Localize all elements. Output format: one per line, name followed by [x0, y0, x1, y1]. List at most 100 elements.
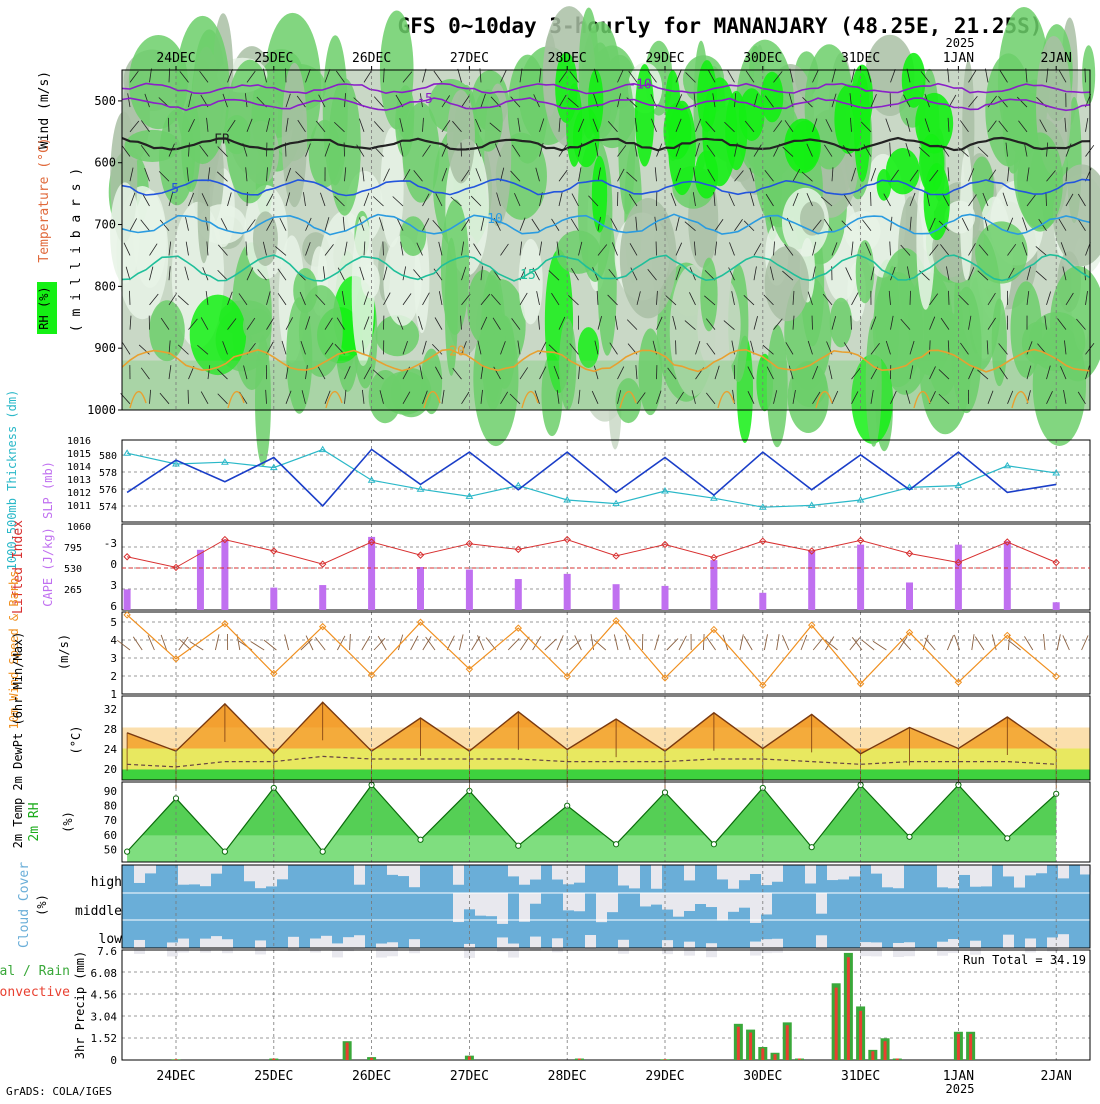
rh-shading-blob: [293, 268, 317, 313]
rh2m-marker: [1005, 836, 1010, 841]
cloud-low-gap: [662, 940, 673, 954]
cloud-high-gap: [145, 865, 156, 873]
cloud-low-gap: [343, 937, 354, 951]
cloud-high-gap: [1003, 865, 1014, 876]
cloud-level-middle: middle: [75, 904, 122, 919]
cloud-low-gap: [937, 942, 948, 956]
lifted-index-line: [127, 540, 1056, 568]
cloud-low-gap: [508, 944, 519, 958]
wind10-barb: [350, 634, 351, 650]
wind10-barb: [777, 634, 779, 650]
cloud-high-gap: [530, 865, 541, 880]
cloud-middle-gap: [662, 893, 673, 910]
cloud-level-high: high: [91, 875, 122, 890]
temp2m-tick-label: 28: [104, 723, 117, 736]
cape-bar: [515, 579, 522, 610]
precip-convective-bar: [835, 988, 838, 1060]
rh-shading-blob: [125, 130, 181, 162]
cloud-high-gap: [552, 865, 563, 880]
cloud-high-gap: [805, 865, 816, 883]
precip-convective-bar: [749, 1033, 752, 1061]
slp-tick-label: 1060: [67, 522, 91, 533]
wind10-barb: [478, 635, 484, 650]
cloud-high-gap: [277, 865, 288, 879]
contour-label: 15: [520, 268, 536, 283]
date-label-bottom: 25DEC: [254, 1069, 293, 1084]
panel-frame: [122, 950, 1090, 1060]
cape-bar: [466, 570, 473, 610]
wind10-barb: [1024, 636, 1032, 650]
cloud-high-gap: [882, 865, 893, 887]
precip-legend-total: tal / Rain: [0, 964, 70, 979]
cloud-high-gap: [1036, 865, 1047, 873]
wind10-barb: [306, 636, 313, 650]
rh-shading-blob: [282, 63, 307, 207]
cloud-high-gap: [519, 865, 530, 885]
precip-convective-bar: [346, 1043, 349, 1060]
panel-frame: [122, 612, 1090, 694]
rh-shading-blob: [856, 240, 874, 303]
cloud-middle-gap: [640, 893, 651, 906]
wind10-barb: [545, 639, 557, 650]
cloud-high-gap: [739, 865, 750, 880]
wind10-tick-label: 3: [110, 652, 117, 665]
rh-saturated-blob: [834, 84, 863, 154]
cloud-middle-gap: [739, 893, 750, 908]
precip-tick-label: 4.56: [91, 989, 118, 1002]
wind10-barb: [133, 637, 142, 650]
cloud-low-gap: [871, 942, 882, 956]
contour-label: 20: [449, 345, 465, 360]
slp-tick-label: 1011: [67, 501, 91, 512]
wind10-barb: [1063, 635, 1070, 650]
rh2m-tick-label: 80: [104, 800, 117, 813]
cloud-high-gap: [717, 865, 728, 879]
rh-saturated-blob: [739, 88, 765, 141]
rh-shading-blob: [975, 221, 1027, 283]
date-label-bottom: 24DEC: [156, 1069, 195, 1084]
cape-bar: [221, 539, 228, 610]
pressure-tick-label: 700: [94, 218, 116, 232]
rh2m-marker: [907, 834, 912, 839]
cloud-low-gap: [948, 939, 959, 953]
rh-saturated-blob: [573, 107, 600, 167]
precip-convective-bar: [847, 957, 850, 1060]
pressure-tick-label: 600: [94, 156, 116, 170]
rh-shading-blob: [225, 60, 275, 204]
date-label-bottom: 2JAN: [1041, 1069, 1072, 1084]
footer-credit: GrADS: COLA/IGES: [6, 1085, 112, 1098]
precip-run-total: Run Total = 34.19: [963, 953, 1086, 967]
precip-convective-bar: [468, 1056, 471, 1060]
cape-bar: [564, 574, 571, 610]
wind10-barb: [972, 634, 974, 650]
cloud-high-gap: [200, 865, 211, 886]
date-label-bottom: 27DEC: [450, 1069, 489, 1084]
wind-barb: [948, 291, 949, 305]
cloud-high-gap: [893, 865, 904, 888]
cloud-low-gap: [200, 939, 211, 953]
cloud-high-gap: [1080, 865, 1091, 874]
rh-shading-blob: [1082, 45, 1095, 104]
cloud-low-gap: [222, 939, 233, 953]
wind10-tick-label: 5: [110, 616, 117, 629]
wind10-barb: [1043, 634, 1045, 650]
wind10-barb: [740, 634, 743, 650]
rh-saturated-blob: [902, 53, 926, 108]
date-label-top: 28DEC: [548, 51, 587, 66]
cloud-high-gap: [684, 865, 695, 880]
cloud-high-gap: [849, 865, 860, 876]
cloud-middle-gap: [651, 893, 662, 905]
cloud-low-gap: [134, 940, 145, 954]
rh-shading-blob: [765, 246, 809, 321]
rh2m-tick-label: 70: [104, 814, 117, 827]
rh2m-marker: [711, 842, 716, 847]
wind10-barb: [315, 637, 325, 650]
wind10-barb: [447, 636, 454, 650]
rh2m-marker: [516, 843, 521, 848]
precip-convective-bar: [578, 1059, 581, 1060]
cloud-low-gap: [409, 939, 420, 953]
cloud-low-gap: [288, 937, 299, 951]
wind10-barb: [862, 640, 874, 650]
li-tick-label: 0: [110, 558, 117, 571]
contour-label: -10: [628, 78, 651, 93]
